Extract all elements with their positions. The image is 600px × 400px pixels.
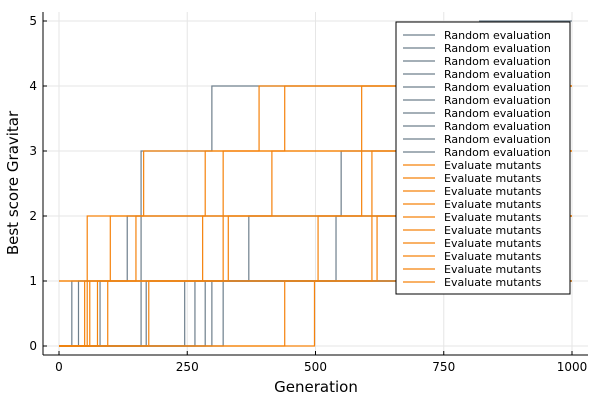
legend-label: Evaluate mutants xyxy=(444,211,542,224)
x-tick-label: 500 xyxy=(304,360,327,374)
x-tick-label: 750 xyxy=(432,360,455,374)
y-tick-label: 2 xyxy=(29,209,37,223)
legend-label: Random evaluation xyxy=(444,42,551,55)
series-lines xyxy=(59,20,572,347)
legend-label: Random evaluation xyxy=(444,120,551,133)
legend-label: Evaluate mutants xyxy=(444,263,542,276)
y-tick-label: 3 xyxy=(29,144,37,158)
tick-labels: 0 250 500 750 1000 0 1 2 3 4 5 xyxy=(29,14,587,374)
x-tick-label: 0 xyxy=(55,360,63,374)
y-tick-label: 5 xyxy=(29,14,37,28)
legend-label: Random evaluation xyxy=(444,55,551,68)
legend-label: Evaluate mutants xyxy=(444,172,542,185)
legend-label: Evaluate mutants xyxy=(444,237,542,250)
legend-label: Random evaluation xyxy=(444,29,551,42)
legend-label: Evaluate mutants xyxy=(444,159,542,172)
legend-label: Evaluate mutants xyxy=(444,185,542,198)
legend-label: Evaluate mutants xyxy=(444,224,542,237)
legend-label: Random evaluation xyxy=(444,68,551,81)
legend-label: Random evaluation xyxy=(444,107,551,120)
legend-label: Evaluate mutants xyxy=(444,250,542,263)
legend-label: Evaluate mutants xyxy=(444,198,542,211)
series-line-mutants-19 xyxy=(59,280,572,347)
x-axis-label: Generation xyxy=(274,378,358,396)
legend-box xyxy=(395,21,571,295)
x-tick-label: 1000 xyxy=(557,360,588,374)
legend-label: Random evaluation xyxy=(444,146,551,159)
y-axis-label: Best score Gravitar xyxy=(4,110,22,255)
legend-label: Random evaluation xyxy=(444,133,551,146)
legend-label: Random evaluation xyxy=(444,94,551,107)
x-tick-label: 250 xyxy=(176,360,199,374)
y-tick-label: 4 xyxy=(29,79,37,93)
y-tick-label: 0 xyxy=(29,339,37,353)
y-tick-label: 1 xyxy=(29,274,37,288)
legend-label: Evaluate mutants xyxy=(444,276,542,289)
legend-label: Random evaluation xyxy=(444,81,551,94)
